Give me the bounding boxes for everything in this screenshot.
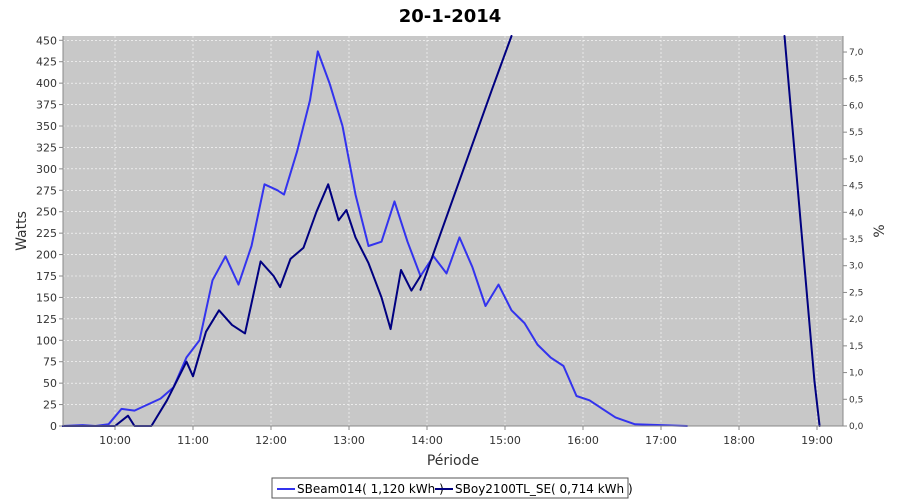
y2-tick-label: 5,0 [849, 155, 864, 165]
y-axis-ticks: 0 25 50 75 100 125 150 175 200 225 250 275 300 325 350… [36, 34, 63, 433]
y2-tick-label: 2,0 [849, 315, 864, 325]
legend-label-sboy: SBoy2100TL_SE( 0,714 kWh ) [455, 482, 633, 496]
plot-area [63, 36, 843, 426]
series-line-0 [62, 50, 688, 427]
x-axis-ticks: 10:00 11:00 12:00 13:00 14:00 15:00 16:00 17:00… [99, 426, 833, 447]
x-tick-label: 19:00 [801, 434, 833, 447]
y-axis-label: Watts [14, 211, 30, 251]
y-tick-label: 125 [36, 313, 57, 326]
x-tick-label: 15:00 [489, 434, 521, 447]
y-tick-label: 0 [50, 420, 57, 433]
series-line-1 [62, 183, 422, 427]
x-tick-label: 11:00 [177, 434, 209, 447]
y-tick-label: 175 [36, 270, 57, 283]
x-tick-label: 16:00 [567, 434, 599, 447]
y2-tick-label: 0,0 [849, 422, 864, 432]
y-tick-label: 200 [36, 249, 57, 262]
y-tick-label: 450 [36, 34, 57, 47]
grid-lines [63, 36, 843, 427]
y2-tick-label: 4,5 [849, 182, 863, 192]
y2-tick-label: 6,0 [849, 101, 864, 111]
y-tick-label: 350 [36, 120, 57, 133]
x-tick-label: 10:00 [99, 434, 131, 447]
y2-tick-label: 6,5 [849, 75, 863, 85]
chart-title: 20-1-2014 [399, 6, 502, 27]
y-tick-label: 225 [36, 227, 57, 240]
y2-tick-label: 2,5 [849, 288, 863, 298]
y-tick-label: 250 [36, 206, 57, 219]
y2-tick-label: 1,0 [849, 369, 864, 379]
y2-tick-label: 3,5 [849, 235, 863, 245]
y-tick-label: 50 [43, 377, 57, 390]
y-tick-label: 25 [43, 399, 57, 412]
x-tick-label: 18:00 [723, 434, 755, 447]
x-tick-label: 13:00 [333, 434, 365, 447]
x-tick-label: 12:00 [255, 434, 287, 447]
y2-tick-label: 1,5 [849, 342, 863, 352]
series-line-2 [419, 35, 513, 291]
x-tick-label: 14:00 [411, 434, 443, 447]
x-axis-label: Période [427, 453, 479, 469]
y2-tick-label: 7,0 [849, 48, 864, 58]
y-tick-label: 150 [36, 291, 57, 304]
y-tick-label: 325 [36, 141, 57, 154]
series-line-3 [783, 35, 821, 427]
y2-tick-label: 0,5 [849, 395, 863, 405]
legend-label-sbeam: SBeam014( 1,120 kWh ) [297, 482, 444, 496]
y2-tick-label: 5,5 [849, 128, 863, 138]
y2-tick-label: 4,0 [849, 208, 864, 218]
y-tick-label: 75 [43, 356, 57, 369]
y2-axis-label: % [872, 224, 888, 237]
y-tick-label: 375 [36, 99, 57, 112]
y-tick-label: 100 [36, 334, 57, 347]
x-tick-label: 17:00 [645, 434, 677, 447]
y-tick-label: 275 [36, 184, 57, 197]
y-tick-label: 400 [36, 77, 57, 90]
series-lines [62, 35, 821, 427]
y-tick-label: 300 [36, 163, 57, 176]
y-tick-label: 425 [36, 56, 57, 69]
y2-axis-ticks: 0,0 0,5 1,0 1,5 2,0 2,5 3,0 3,5 4,0 4,5 5,0 5,5 6,0 6… [843, 48, 864, 432]
legend: SBeam014( 1,120 kWh ) SBoy2100TL_SE( 0,7… [271, 477, 633, 499]
y2-tick-label: 3,0 [849, 262, 864, 272]
